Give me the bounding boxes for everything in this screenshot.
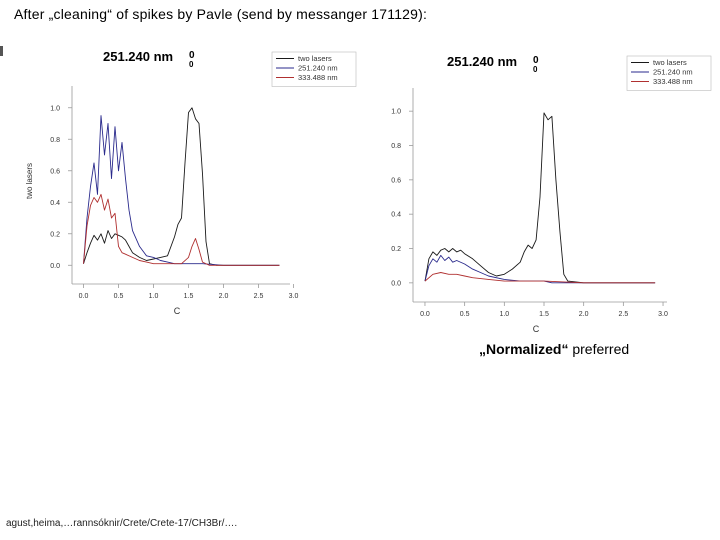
- chart1-x-tick-label: 1.5: [539, 311, 549, 318]
- chart0-x-tick-label: 1.0: [149, 293, 159, 300]
- caption-preferred: preferred: [568, 341, 630, 357]
- chart1-legend-label: 251.240 nm: [653, 68, 693, 77]
- chart1-series-line-2: [424, 272, 656, 284]
- chart1-y-tick-label: 0.0: [391, 280, 401, 287]
- chart1-series-line-0: [424, 112, 656, 284]
- slide-title: After „cleaning“ of spikes by Pavle (sen…: [14, 6, 428, 22]
- chart0-legend-label: two lasers: [298, 54, 332, 63]
- corner-mark: [0, 46, 3, 56]
- chart0-y-tick-label: 0.6: [50, 168, 60, 175]
- chart1-y-tick-label: 0.2: [391, 246, 401, 253]
- chart0-legend-label: 251.240 nm: [298, 64, 338, 73]
- chart1-y-tick-label: 0.8: [391, 143, 401, 150]
- chart0-y-tick-label: 0.4: [50, 200, 60, 207]
- chart0-series-line-0: [83, 107, 280, 266]
- chart1-x-tick-label: 0.5: [460, 311, 470, 318]
- chart1-x-tick-label: 2.5: [618, 311, 628, 318]
- chart0-title-sup: 0: [189, 50, 195, 61]
- caption: „Normalized“ preferred: [479, 341, 629, 357]
- chart0-x-axis-label: C: [174, 306, 181, 316]
- chart0-legend-label: 333.488 nm: [298, 73, 338, 82]
- chart-left-svg: 251.240 nm 00 0.0 0.5 1.0 1.5 2.0 2.5 3.0 0.0 0.2 0…: [25, 49, 357, 316]
- chart0-x-tick-label: 3.0: [289, 293, 299, 300]
- chart1-x-tick-label: 2.0: [579, 311, 589, 318]
- chart0-x-tick-label: 0.0: [79, 293, 89, 300]
- chart1-y-tick-label: 1.0: [391, 109, 401, 116]
- chart1-title: 251.240 nm: [447, 54, 517, 69]
- chart1-x-tick-label: 1.0: [499, 311, 509, 318]
- caption-normalized: „Normalized“: [479, 341, 569, 357]
- chart0-title: 251.240 nm: [103, 49, 173, 64]
- chart-right: 251.240 nm 0 0 0.0 0.5 1.0 1.5 2.0 2.5 3.0 0.0 0.2 0…: [355, 40, 715, 340]
- chart1-x-axis-label: C: [533, 324, 540, 334]
- chart0-series-line-1: [83, 115, 280, 266]
- chart0-x-tick-label: 2.5: [254, 293, 264, 300]
- chart0-title-sub: 0: [189, 60, 194, 69]
- chart1-x-tick-label: 0.0: [420, 311, 430, 318]
- chart0-legend-box: [271, 51, 357, 87]
- chart0-x-tick-label: 0.5: [114, 293, 124, 300]
- chart1-title-sup: 0: [533, 55, 539, 66]
- chart1-x-tick-label: 3.0: [658, 311, 668, 318]
- chart0-y-axis-label: two lasers: [25, 163, 34, 199]
- chart0-y-tick-label: 0.0: [50, 263, 60, 270]
- chart1-legend-label: two lasers: [653, 58, 687, 67]
- chart1-legend-box: [626, 55, 712, 91]
- chart0-y-tick-label: 1.0: [50, 105, 60, 112]
- chart1-series-line-1: [424, 254, 656, 284]
- chart0-series-line-2: [83, 193, 280, 266]
- chart-right-svg: 251.240 nm 00 0.0 0.5 1.0 1.5 2.0 2.5 3.0 0.0 0.2 0…: [391, 54, 712, 334]
- chart1-y-tick-label: 0.4: [391, 212, 401, 219]
- chart0-x-tick-label: 2.0: [219, 293, 229, 300]
- chart1-y-tick-label: 0.6: [391, 177, 401, 184]
- chart0-x-tick-label: 1.5: [184, 293, 194, 300]
- chart0-y-tick-label: 0.2: [50, 231, 60, 238]
- chart-left: 251.240 nm 0 0 0.0 0.5 1.0 1.5 2.0 2.5 3.0 0.0 0.2 0…: [0, 40, 370, 332]
- chart0-y-tick-label: 0.8: [50, 137, 60, 144]
- footer-path: agust,heima,…rannsóknir/Crete/Crete-17/C…: [6, 518, 238, 529]
- chart1-title-sub: 0: [533, 65, 538, 74]
- chart1-legend-label: 333.488 nm: [653, 77, 693, 86]
